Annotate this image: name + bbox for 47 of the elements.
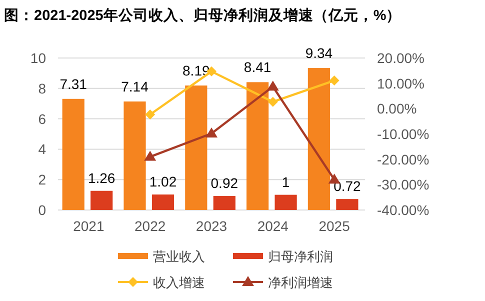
y-tick-label: 2 [38, 172, 46, 188]
data-label: 9.34 [305, 45, 333, 62]
y2-tick-label: -30.00% [377, 176, 430, 193]
bar [336, 199, 358, 210]
bar [213, 196, 236, 210]
bar [124, 101, 146, 210]
data-label: 8.41 [244, 59, 272, 76]
bar [185, 86, 208, 210]
y-tick-label: 10 [30, 50, 46, 66]
y-tick-label: 8 [38, 80, 46, 96]
y2-tick-label: -40.00% [377, 202, 430, 218]
y2-tick-label: -20.00% [377, 151, 430, 168]
y2-tick-label: 20.00% [377, 50, 424, 66]
x-tick-label: 2024 [257, 218, 289, 234]
bar [152, 194, 174, 210]
point [266, 80, 279, 91]
point [329, 76, 340, 86]
point [145, 109, 156, 120]
point [206, 127, 218, 138]
data-label: 1.26 [88, 170, 116, 186]
point [144, 150, 156, 161]
x-tick-label: 2021 [73, 218, 104, 234]
bar [274, 194, 297, 210]
x-tick-label: 2023 [196, 218, 228, 234]
y2-tick-label: 10.00% [377, 75, 424, 92]
legend-label: 净利润增速 [268, 275, 333, 290]
data-label: 0.92 [210, 175, 238, 192]
x-tick-label: 2022 [134, 218, 166, 234]
y-tick-label: 4 [38, 141, 46, 158]
bar [62, 98, 84, 210]
data-label: 1 [282, 174, 290, 190]
data-label: 7.31 [60, 76, 88, 92]
bar [90, 190, 113, 210]
chart-title: 图：2021-2025年公司收入、归母净利润及增速（亿元，%） [4, 6, 402, 24]
legend-label: 归母净利润 [268, 249, 333, 264]
y-tick-label: 0 [38, 202, 46, 218]
y-tick-label: 6 [38, 110, 46, 127]
data-label: 7.14 [121, 78, 149, 94]
x-tick-label: 2025 [318, 218, 350, 234]
y2-tick-label: 0.00% [377, 100, 417, 117]
legend-label: 营业收入 [153, 249, 205, 264]
legend-label: 收入增速 [153, 275, 205, 290]
point [268, 96, 278, 107]
y2-tick-label: -10.00% [377, 126, 430, 142]
bar [308, 68, 330, 210]
bar [246, 82, 269, 210]
data-label: 1.02 [149, 173, 177, 190]
